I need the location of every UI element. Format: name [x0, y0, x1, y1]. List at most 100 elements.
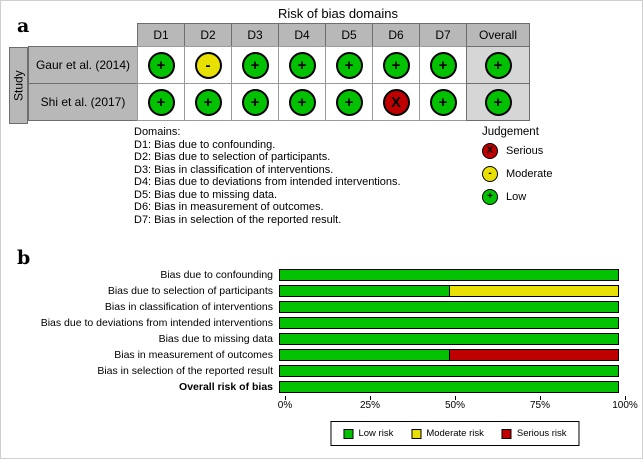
stacked-bar	[279, 349, 619, 361]
low-judgement-icon: +	[484, 51, 512, 79]
bar-segment-low-risk	[280, 302, 618, 312]
study-axis-label: Study	[9, 47, 28, 124]
study-row: Gaur et al. (2014) + - + + + + + +	[28, 46, 530, 84]
low-judgement-icon: +	[147, 88, 175, 116]
bar-row: Bias due to selection of participants	[1, 283, 642, 299]
judgement-cell: X	[372, 83, 420, 121]
domain-definition: D2: Bias due to selection of participant…	[134, 151, 331, 163]
axis-tick-label: 50%	[444, 400, 466, 411]
bar-row: Bias in measurement of outcomes	[1, 347, 642, 363]
panel-b-label: b	[17, 247, 31, 269]
domain-definition: D5: Bias due to missing data.	[134, 188, 278, 201]
bar-segment-low-risk	[280, 350, 449, 360]
bar-category-label: Bias due to confounding	[160, 269, 273, 281]
study-row: Shi et al. (2017) + + + + + X + +	[28, 83, 530, 121]
table-header-row: D1 D2 D3 D4 D5 D6 D7 Overall	[28, 23, 530, 47]
low-judgement-icon: +	[382, 51, 410, 79]
bar-category-label: Bias in classification of interventions	[104, 301, 273, 313]
bar-category-label: Bias due to deviations from intended int…	[40, 317, 273, 329]
column-header-d1: D1	[137, 23, 185, 47]
judgement-legend-item: + Low	[482, 186, 552, 207]
stacked-bar	[279, 365, 619, 377]
traffic-light-table: D1 D2 D3 D4 D5 D6 D7 Overall Gaur et al. (2014)…	[28, 23, 530, 121]
axis-tick	[369, 396, 371, 400]
bar-segment-low-risk	[280, 286, 449, 296]
bar-category-label: Bias in measurement of outcomes	[114, 349, 273, 361]
domain-definition: D3: Bias in classification of interventi…	[134, 163, 334, 176]
judgement-cell: +	[419, 46, 467, 84]
panel-a-label: a	[17, 15, 30, 37]
judgement-cell: +	[278, 46, 326, 84]
header-spacer	[28, 23, 138, 47]
legend-item: Moderate risk	[411, 428, 484, 439]
low-judgement-icon: +	[288, 88, 316, 116]
moderate-judgement-icon: -	[194, 51, 222, 79]
bar-segment-moderate-risk	[449, 286, 618, 296]
judgement-legend: Judgement X Serious - Moderate + Low	[482, 126, 552, 207]
column-header-overall: Overall	[466, 23, 530, 47]
judgement-cell: +	[372, 46, 420, 84]
axis-tick	[624, 396, 626, 400]
judgement-legend-label: Serious	[506, 144, 544, 157]
column-header-d4: D4	[278, 23, 326, 47]
axis-tick	[454, 396, 456, 400]
bar-row: Bias due to confounding	[1, 267, 642, 283]
judgement-heading: Judgement	[482, 126, 539, 138]
serious-judgement-icon: X	[382, 88, 410, 116]
legend-item: Low risk	[343, 428, 393, 439]
legend-swatch	[411, 428, 422, 439]
column-header-d3: D3	[231, 23, 279, 47]
serious-judgement-icon: X	[482, 142, 498, 159]
judgement-cell: +	[419, 83, 467, 121]
low-judgement-icon: +	[429, 88, 457, 116]
legend-swatch	[501, 428, 512, 439]
bar-row: Bias due to missing data	[1, 331, 642, 347]
judgement-legend-label: Low	[506, 190, 527, 203]
domains-list: D1: Bias due to confounding. D2: Bias due…	[134, 139, 401, 227]
table-title: Risk of bias domains	[278, 6, 398, 21]
bar-segment-serious-risk	[449, 350, 618, 360]
low-judgement-icon: +	[484, 88, 512, 116]
judgement-cell: +	[231, 83, 279, 121]
column-header-d5: D5	[325, 23, 373, 47]
legend-label: Moderate risk	[426, 428, 484, 439]
column-header-d7: D7	[419, 23, 467, 47]
bar-chart: Bias due to confounding Bias due to selec…	[1, 267, 642, 395]
judgement-legend-item: - Moderate	[482, 163, 552, 184]
judgement-cell: +	[137, 83, 185, 121]
table-body: Gaur et al. (2014) + - + + + + + + Shi et al. (20…	[28, 46, 530, 121]
domain-definition: D1: Bias due to confounding.	[134, 138, 276, 151]
low-judgement-icon: +	[429, 51, 457, 79]
stacked-bar	[279, 301, 619, 313]
axis-tick	[284, 396, 286, 400]
stacked-bar	[279, 317, 619, 329]
judgement-cell: +	[466, 46, 530, 84]
legend-item: Serious risk	[501, 428, 567, 439]
judgement-legend-item: X Serious	[482, 140, 552, 161]
low-judgement-icon: +	[147, 51, 175, 79]
study-name: Shi et al. (2017)	[28, 83, 138, 121]
judgement-cell: +	[466, 83, 530, 121]
judgement-cell: +	[184, 83, 232, 121]
bar-segment-low-risk	[280, 270, 618, 280]
bar-row: Bias due to deviations from intended int…	[1, 315, 642, 331]
domains-note: Domains: D1: Bias due to confounding. D2:…	[134, 126, 401, 226]
judgement-cell: +	[231, 46, 279, 84]
stacked-bar	[279, 381, 619, 393]
judgement-cell: +	[325, 46, 373, 84]
stacked-bar	[279, 333, 619, 345]
bar-row: Bias in classification of interventions	[1, 299, 642, 315]
domains-heading: Domains:	[134, 126, 181, 138]
bar-category-label: Bias in selection of the reported result	[97, 365, 273, 377]
domain-definition: D7: Bias in selection of the reported re…	[134, 213, 342, 226]
low-judgement-icon: +	[482, 188, 498, 205]
column-header-d6: D6	[372, 23, 420, 47]
low-judgement-icon: +	[335, 88, 363, 116]
legend-label: Serious risk	[516, 428, 567, 439]
bar-row: Overall risk of bias	[1, 379, 642, 395]
axis-tick-label: 75%	[529, 400, 551, 411]
moderate-judgement-icon: -	[482, 165, 498, 182]
low-judgement-icon: +	[335, 51, 363, 79]
axis-tick-label: 0%	[277, 400, 293, 411]
